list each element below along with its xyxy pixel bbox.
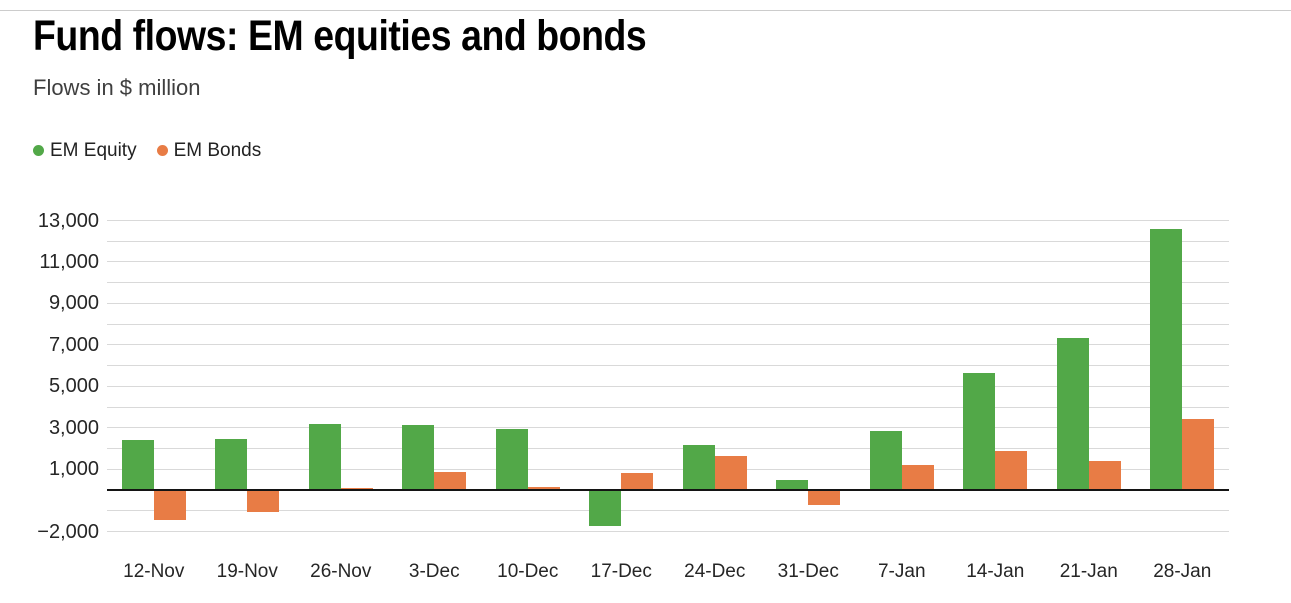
bar-em-equity-17-dec[interactable] [589,490,622,527]
em-equity-swatch-icon [33,145,44,156]
legend-label-em-bonds: EM Bonds [173,140,262,161]
legend: EM Equity EM Bonds [33,141,261,160]
x-axis-label-17-dec: 17-Dec [590,561,652,582]
gridline-2000 [107,448,1229,450]
legend-item-em-equity[interactable]: EM Equity [33,141,137,160]
bar-em-equity-26-nov[interactable] [308,423,341,491]
zero-baseline [107,489,1229,492]
bar-em-bonds-7-jan[interactable] [901,465,934,491]
gridline-1000 [107,468,1229,470]
gridline-9000 [107,302,1229,304]
bar-em-bonds-19-nov[interactable] [247,490,280,512]
bar-em-bonds-24-dec[interactable] [714,455,747,491]
x-axis-label-7-jan: 7-Jan [877,561,926,582]
bar-em-bonds-26-nov[interactable] [340,487,373,491]
x-axis-label-19-nov: 19-Nov [216,561,278,582]
y-axis-label-5000: 5,000 [48,375,99,398]
bar-em-bonds-17-dec[interactable] [621,473,654,491]
bar-em-bonds-14-jan[interactable] [995,450,1028,491]
bar-em-bonds-3-dec[interactable] [434,472,467,491]
y-axis-label-1000: 1,000 [48,458,99,481]
bar-em-equity-24-dec[interactable] [682,445,715,491]
x-axis-label-21-jan: 21-Jan [1059,561,1118,582]
bar-em-equity-14-jan[interactable] [963,372,996,491]
bar-em-bonds-28-jan[interactable] [1182,418,1215,491]
gridline--1000 [107,510,1229,512]
y-axis-label-9000: 9,000 [48,292,99,315]
y-axis-label-11000: 11,000 [39,250,99,273]
x-axis-label-12-nov: 12-Nov [123,561,185,582]
x-axis-label-26-nov: 26-Nov [310,561,372,582]
y-axis-label-7000: 7,000 [48,333,99,356]
gridline-4000 [107,406,1229,408]
gridline-12000 [107,240,1229,242]
gridline-13000 [107,220,1229,221]
bar-em-equity-12-nov[interactable] [121,440,154,491]
top-divider [0,10,1291,11]
bar-em-bonds-12-nov[interactable] [153,490,186,521]
gridline-6000 [107,365,1229,367]
gridline-10000 [107,282,1229,284]
y-axis-label-13000: 13,000 [37,209,99,232]
gridline--2000 [107,531,1229,532]
x-axis-label-10-dec: 10-Dec [497,561,559,582]
bar-em-equity-19-nov[interactable] [215,439,248,491]
gridline-8000 [107,323,1229,325]
gridline-3000 [107,427,1229,429]
chart-subtitle: Flows in $ million [33,75,201,100]
bar-em-equity-7-jan[interactable] [869,430,902,491]
bar-em-equity-28-jan[interactable] [1150,228,1183,491]
bar-em-equity-10-dec[interactable] [495,428,528,491]
bar-em-equity-3-dec[interactable] [402,424,435,491]
em-bonds-swatch-icon [156,145,168,156]
x-axis-label-24-dec: 24-Dec [684,561,746,582]
bar-em-equity-21-jan[interactable] [1056,337,1089,491]
gridline-11000 [107,261,1229,263]
bar-em-bonds-21-jan[interactable] [1088,461,1121,491]
gridline-7000 [107,344,1229,346]
bar-em-bonds-10-dec[interactable] [527,486,560,491]
bar-em-bonds-31-dec[interactable] [808,490,841,505]
x-axis-label-28-jan: 28-Jan [1153,561,1212,582]
chart-title: Fund flows: EM equities and bonds [33,12,647,60]
y-axis-label--2000: −2,000 [37,520,99,543]
legend-label-em-equity: EM Equity [50,140,137,161]
bar-em-equity-31-dec[interactable] [776,479,809,491]
x-axis-label-31-dec: 31-Dec [777,561,839,582]
legend-item-em-bonds[interactable]: EM Bonds [156,140,262,161]
gridline-5000 [107,385,1229,387]
x-axis-label-3-dec: 3-Dec [408,561,460,582]
x-axis-label-14-jan: 14-Jan [966,561,1025,582]
y-axis-label-3000: 3,000 [48,416,99,439]
